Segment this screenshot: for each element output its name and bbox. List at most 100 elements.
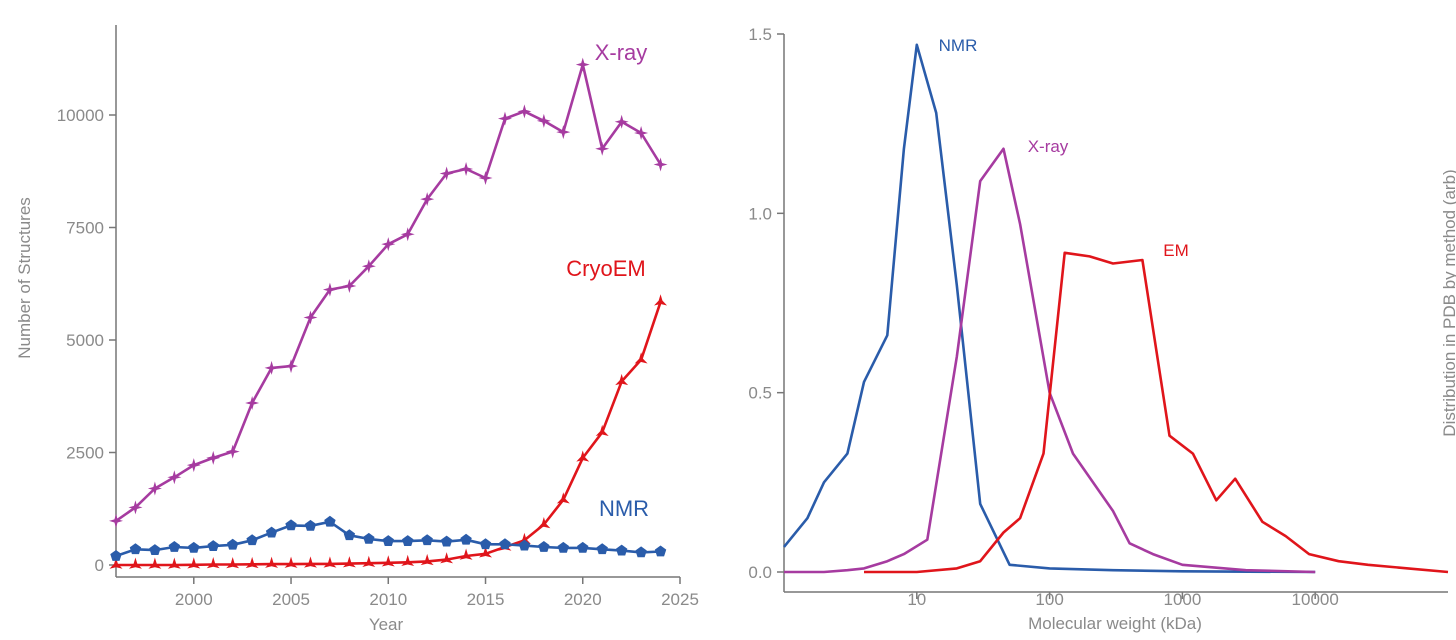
- x-tick-label: 10: [907, 590, 926, 609]
- data-point: [401, 554, 415, 567]
- data-point: [654, 545, 667, 557]
- data-point: [596, 543, 608, 555]
- data-point: [615, 544, 628, 556]
- data-point: [167, 557, 181, 569]
- data-point: [654, 294, 668, 306]
- data-point: [186, 458, 201, 473]
- data-point: [459, 162, 474, 176]
- data-point: [653, 157, 668, 172]
- data-point: [303, 310, 318, 325]
- data-point: [245, 396, 260, 410]
- data-point: [265, 556, 279, 568]
- data-point: [557, 541, 570, 553]
- data-point: [439, 166, 454, 181]
- data-point: [109, 557, 123, 569]
- data-point: [265, 526, 278, 538]
- data-point: [479, 538, 492, 550]
- data-point: [536, 113, 551, 128]
- data-point: [440, 552, 454, 564]
- y-tick-label: 7500: [66, 219, 104, 238]
- data-point: [615, 373, 629, 386]
- data-point: [304, 519, 317, 531]
- data-point: [110, 550, 122, 561]
- data-point: [285, 519, 297, 531]
- data-point: [421, 534, 433, 546]
- data-point: [188, 541, 200, 553]
- x-tick-label: 100: [1035, 590, 1063, 609]
- data-point: [343, 529, 356, 541]
- data-point: [518, 539, 531, 551]
- data-point: [303, 556, 317, 568]
- data-point: [128, 500, 143, 515]
- x-tick-label: 2005: [272, 590, 310, 609]
- series-label: CryoEM: [566, 256, 645, 281]
- data-point: [420, 192, 435, 207]
- data-point: [595, 141, 610, 156]
- x-axis-label: Molecular weight (kDa): [1028, 614, 1202, 633]
- data-point: [381, 555, 395, 567]
- series-label: EM: [1163, 241, 1189, 260]
- y-tick-label: 1.0: [748, 204, 772, 223]
- data-point: [634, 352, 648, 364]
- data-point: [556, 125, 571, 140]
- x-tick-label: 2000: [175, 590, 213, 609]
- series-line: [115, 63, 662, 522]
- y-tick-label: 1.5: [748, 25, 772, 44]
- data-point: [109, 513, 123, 528]
- data-point: [499, 538, 511, 550]
- data-point: [614, 114, 629, 129]
- data-point: [284, 556, 298, 568]
- data-point: [225, 444, 240, 459]
- data-point: [634, 126, 649, 140]
- data-point: [576, 450, 590, 462]
- data-point: [538, 541, 550, 552]
- data-point: [595, 424, 609, 436]
- data-point: [362, 555, 376, 567]
- data-point: [400, 227, 415, 242]
- y-tick-label: 5000: [66, 331, 104, 350]
- data-point: [361, 259, 376, 274]
- data-point: [479, 546, 493, 558]
- data-point: [363, 532, 375, 544]
- data-point: [129, 543, 142, 555]
- x-tick-label: 2020: [564, 590, 602, 609]
- x-tick-label: 2010: [369, 590, 407, 609]
- data-point: [187, 557, 201, 569]
- data-point: [577, 541, 589, 553]
- data-point: [382, 535, 394, 546]
- x-axis-label: Year: [369, 615, 404, 634]
- x-tick-label: 2025: [661, 590, 699, 609]
- data-point: [284, 359, 299, 374]
- series-line: [784, 147, 1316, 574]
- data-point: [635, 546, 647, 558]
- series-line: [782, 43, 1316, 574]
- data-point: [226, 538, 239, 550]
- series-label: X-ray: [595, 40, 648, 65]
- data-point: [556, 492, 570, 504]
- data-point: [128, 557, 142, 569]
- data-point: [537, 517, 551, 529]
- data-point: [245, 556, 259, 569]
- data-point: [147, 481, 162, 496]
- chart-right-molecular-weight: Distribution in PDB by method (arb) Mole…: [748, 25, 1456, 633]
- series-label: X-ray: [1028, 137, 1069, 156]
- data-point: [575, 57, 590, 72]
- y-axis-label: Number of Structures: [15, 197, 34, 359]
- data-point: [148, 557, 162, 569]
- data-point: [342, 556, 356, 568]
- data-point: [149, 544, 161, 555]
- data-point: [226, 557, 240, 569]
- data-point: [478, 171, 493, 185]
- data-point: [517, 532, 531, 544]
- series-line: [116, 301, 662, 567]
- data-point: [264, 360, 279, 375]
- data-point: [206, 450, 221, 465]
- data-point: [381, 237, 396, 252]
- data-point: [246, 534, 258, 546]
- y-axis-label: Distribution in PDB by method (arb): [1440, 169, 1456, 436]
- data-point: [460, 533, 472, 545]
- data-point: [459, 548, 473, 560]
- y-tick-label: 0.0: [748, 563, 772, 582]
- data-point: [322, 282, 337, 297]
